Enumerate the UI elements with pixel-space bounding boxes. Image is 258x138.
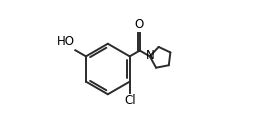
Text: Cl: Cl — [124, 94, 135, 107]
Text: N: N — [146, 49, 155, 62]
Text: O: O — [134, 18, 143, 31]
Text: HO: HO — [57, 35, 75, 48]
